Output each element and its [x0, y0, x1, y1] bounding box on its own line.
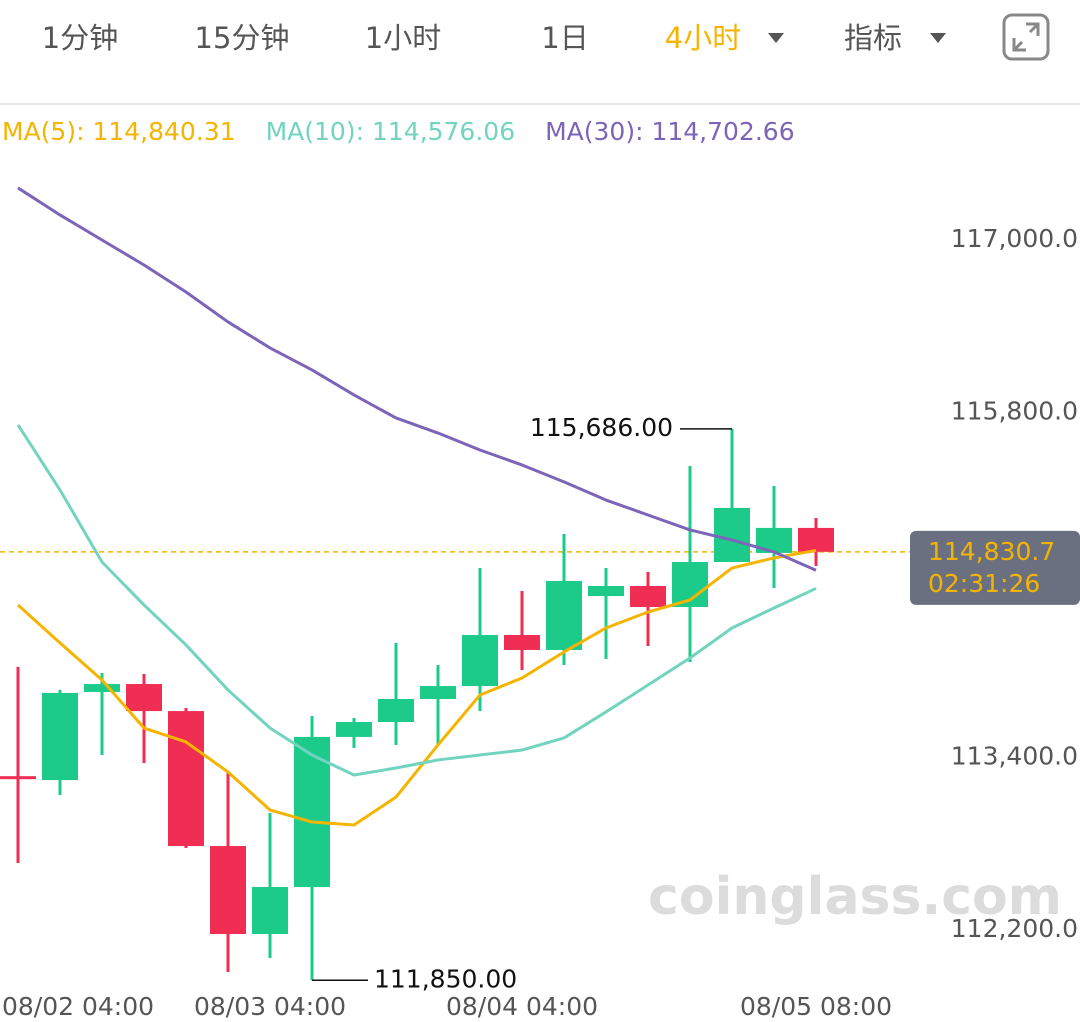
- legend-entry: MA(5): 114,840.31: [2, 117, 236, 146]
- watermark: coinglass.com: [648, 867, 1062, 927]
- dropdown-arrow: [930, 33, 946, 43]
- price-tag-countdown: 02:31:26: [928, 569, 1040, 598]
- candle-body: [336, 721, 372, 737]
- high-annotation: 115,686.00: [530, 413, 673, 442]
- fullscreen-button[interactable]: [1002, 13, 1050, 61]
- candle-body: [210, 846, 246, 935]
- low-annotation: 111,850.00: [374, 964, 517, 993]
- timeframe-tab[interactable]: 1小时: [365, 21, 441, 55]
- ma-line: [16, 424, 817, 777]
- y-tick-label: 112,200.0: [951, 914, 1078, 943]
- timeframe-tab[interactable]: 15分钟: [195, 21, 290, 55]
- y-tick-label: 113,400.0: [951, 741, 1078, 770]
- x-tick-label: 08/03 04:00: [194, 992, 346, 1021]
- timeframe-tab[interactable]: 4小时: [665, 21, 741, 55]
- price-tag-value: 114,830.7: [928, 537, 1055, 566]
- candle-body: [546, 580, 582, 650]
- y-tick-label: 117,000.0: [951, 224, 1078, 253]
- candle-body: [420, 686, 456, 699]
- dropdown-arrow: [768, 33, 784, 43]
- x-tick-label: 08/04 04:00: [446, 992, 598, 1021]
- ma-line: [17, 186, 817, 572]
- candle-body: [798, 527, 834, 552]
- candle-body: [462, 635, 498, 687]
- candle-body: [378, 698, 414, 722]
- candle-body: [126, 684, 162, 712]
- candle-body: [504, 635, 540, 650]
- legend-entry: MA(10): 114,576.06: [266, 117, 516, 146]
- y-tick-label: 115,800.0: [951, 396, 1078, 425]
- x-tick-label: 08/02 04:00: [2, 992, 154, 1021]
- candle-body: [42, 692, 78, 781]
- timeframe-tab[interactable]: 1日: [541, 21, 588, 55]
- legend-entry: MA(30): 114,702.66: [545, 117, 795, 146]
- timeframe-tab[interactable]: 1分钟: [42, 21, 118, 55]
- indicator-menu[interactable]: 指标: [844, 21, 902, 55]
- candle-body: [630, 585, 666, 607]
- price-tag: [910, 530, 1080, 605]
- x-tick-label: 08/05 08:00: [740, 992, 892, 1021]
- candle-body: [84, 684, 120, 692]
- candle-body: [714, 507, 750, 562]
- ma-line: [16, 548, 817, 827]
- candle-body: [168, 711, 204, 847]
- candle-body: [252, 887, 288, 935]
- candle-body: [0, 776, 36, 780]
- candle-body: [588, 585, 624, 597]
